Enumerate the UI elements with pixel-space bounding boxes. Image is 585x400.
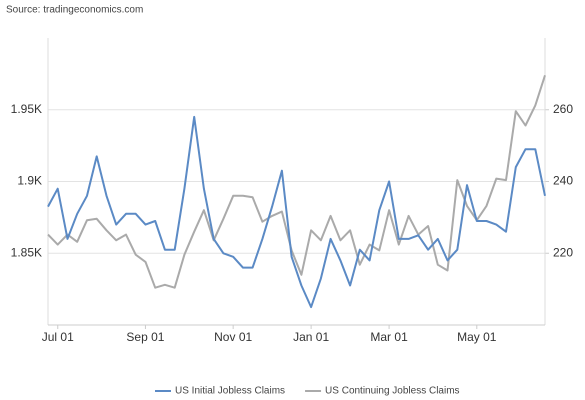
y-tick-label: 1.9K xyxy=(17,174,42,188)
x-tick-label: Jan 01 xyxy=(293,330,329,344)
y2-tick-label: 240 xyxy=(553,174,573,188)
source-note: Source: tradingeconomics.com xyxy=(6,5,143,16)
y2-tick-label: 220 xyxy=(553,245,573,259)
x-tick-label: May 01 xyxy=(457,330,497,344)
legend-label: US Initial Jobless Claims xyxy=(175,386,285,397)
series-line xyxy=(47,74,546,289)
x-tick-label: Nov 01 xyxy=(214,330,252,344)
y-tick-label: 1.95K xyxy=(11,102,42,116)
x-tick-label: Jul 01 xyxy=(42,330,74,344)
y2-tick-label: 260 xyxy=(553,102,573,116)
series-line xyxy=(47,115,546,309)
x-tick-label: Mar 01 xyxy=(370,330,408,344)
y-tick-label: 1.85K xyxy=(11,245,42,259)
x-tick-label: Sep 01 xyxy=(126,330,164,344)
legend-label: US Continuing Jobless Claims xyxy=(325,386,460,397)
